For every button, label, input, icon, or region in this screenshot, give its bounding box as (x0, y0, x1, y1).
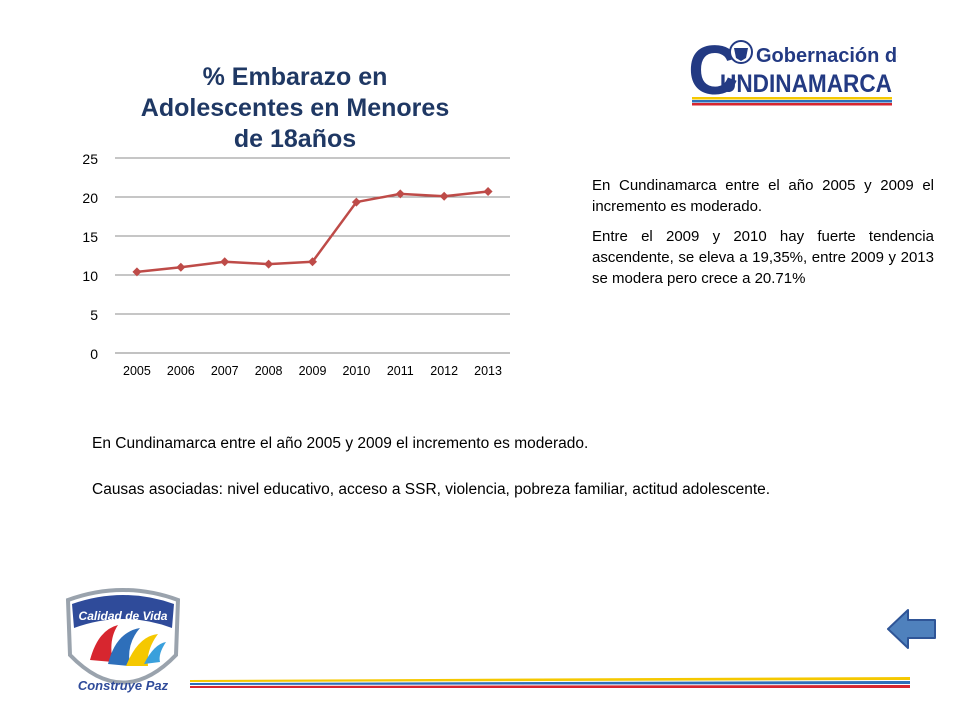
y-tick-label: 25 (82, 151, 98, 167)
chart-title-line-2: Adolescentes en Menores (140, 94, 450, 122)
side-paragraph-2: Entre el 2009 y 2010 hay fuerte tendenci… (592, 228, 934, 287)
x-tick-label: 2011 (387, 364, 414, 378)
side-commentary: En Cundinamarca entre el año 2005 y 2009… (592, 175, 934, 298)
bottom-paragraph-2: Causas asociadas: nivel educativo, acces… (92, 481, 771, 498)
x-tick-label: 2006 (167, 364, 195, 378)
data-point-marker (176, 262, 186, 272)
footer-stripe-blue (190, 681, 910, 685)
logo-line1: Gobernación de (756, 45, 898, 67)
x-tick-label: 2013 (474, 364, 502, 378)
calidad-de-vida-logo: Calidad de Vida Construye Paz (65, 588, 181, 693)
x-tick-label: 2005 (123, 364, 151, 378)
data-point-marker (132, 267, 142, 277)
data-point-marker (395, 189, 405, 199)
bottom-paragraph-1: En Cundinamarca entre el año 2005 y 2009… (92, 435, 589, 452)
side-paragraph-1: En Cundinamarca entre el año 2005 y 2009… (592, 177, 934, 215)
y-tick-label: 5 (90, 307, 98, 323)
logo-stroke-red (90, 625, 118, 662)
logo-stroke-yellow (126, 634, 158, 666)
bottom-commentary: En Cundinamarca entre el año 2005 y 2009… (92, 433, 932, 525)
footer-stripe-red (190, 685, 910, 688)
logo-stripe-red (692, 103, 892, 106)
x-tick-label: 2012 (430, 364, 458, 378)
y-tick-labels: 0 5 10 15 20 25 (82, 151, 98, 362)
data-point-marker (264, 259, 274, 269)
gridlines (115, 157, 510, 354)
series-markers (132, 186, 493, 277)
gobernacion-logo: C Gobernación de UNDINAMARCA (688, 36, 898, 106)
x-tick-label: 2008 (255, 364, 283, 378)
shield-icon (734, 48, 748, 61)
data-point-marker (308, 257, 317, 267)
logo-banner (72, 595, 174, 628)
y-tick-label: 10 (82, 268, 98, 284)
logo-stroke-blue (108, 628, 140, 666)
chart-title-line-1: % Embarazo en (202, 63, 388, 91)
x-tick-label: 2007 (211, 364, 239, 378)
footer-stripes (190, 677, 910, 688)
logo-stroke-lightblue (144, 642, 166, 664)
logo-stripe-yellow (692, 97, 892, 100)
logo-text-construye: Construye Paz (78, 678, 169, 693)
y-tick-label: 15 (82, 229, 98, 245)
data-point-marker (439, 191, 449, 201)
logo-text-calidad: Calidad de Vida (79, 609, 168, 623)
logo-line2: UNDINAMARCA (720, 70, 892, 98)
footer-stripe-yellow (190, 677, 910, 682)
x-tick-label: 2010 (342, 364, 370, 378)
x-tick-label: 2009 (299, 364, 327, 378)
data-point-marker (220, 257, 230, 267)
left-arrow-icon[interactable] (887, 609, 936, 649)
y-tick-label: 20 (82, 190, 98, 206)
x-tick-labels: 2005 2006 2007 2008 2009 2010 2011 2012 2013 (123, 364, 502, 378)
chart-title: % Embarazo en Adolescentes en Menores de… (95, 62, 495, 155)
data-point-marker (351, 197, 361, 207)
logo-stripe-blue (692, 100, 892, 103)
data-point-marker (483, 186, 493, 196)
y-tick-label: 0 (90, 346, 98, 362)
chart-title-line-3: de 18años (233, 125, 357, 153)
back-button[interactable] (886, 608, 938, 650)
